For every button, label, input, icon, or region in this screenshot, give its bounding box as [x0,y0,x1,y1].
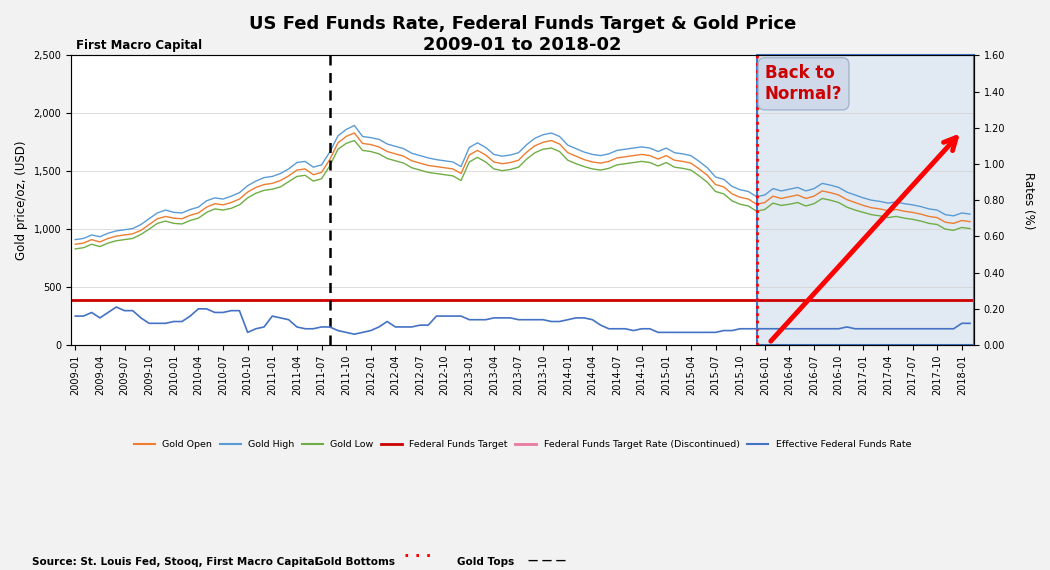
Gold Open [915,211,927,218]
Y-axis label: Gold price/oz, (USD): Gold price/oz, (USD) [15,140,28,260]
Effective Federal Funds Rate [521,316,533,323]
Text: Source: St. Louis Fed, Stooq, First Macro Capital: Source: St. Louis Fed, Stooq, First Macr… [32,557,318,567]
Gold High [964,211,977,218]
Effective Federal Funds Rate [340,329,353,336]
Gold Low [69,246,82,253]
Gold High [348,122,360,129]
Gold Open [348,129,360,136]
Gold Low [487,165,500,172]
Federal Funds Target [77,296,89,303]
Effective Federal Funds Rate [496,315,508,321]
Federal Funds Target [69,296,82,303]
Text: · · ·: · · · [404,549,432,564]
Line: Gold Low: Gold Low [76,141,970,249]
Effective Federal Funds Rate [964,320,977,327]
Gold Low [915,218,927,225]
Gold High [709,174,721,181]
Gold High [69,236,82,243]
Effective Federal Funds Rate [717,327,730,334]
Effective Federal Funds Rate [956,320,968,327]
Gold Open [709,181,721,188]
Gold Low [348,137,360,144]
Line: Effective Federal Funds Rate: Effective Federal Funds Rate [76,307,970,334]
Text: — — —: — — — [528,556,566,566]
Gold Low [332,146,344,153]
Line: Gold High: Gold High [76,125,970,239]
Text: Gold Tops: Gold Tops [457,557,514,567]
Text: Back to
Normal?: Back to Normal? [764,64,842,103]
Gold Open [487,158,500,165]
Gold Low [947,227,960,234]
Gold Open [69,241,82,247]
Y-axis label: Rates (%): Rates (%) [1022,172,1035,229]
Gold High [915,203,927,210]
Gold Low [709,188,721,195]
Effective Federal Funds Rate [923,325,936,332]
Legend: Gold Open, Gold High, Gold Low, Federal Funds Target, Federal Funds Target Rate : Gold Open, Gold High, Gold Low, Federal … [130,437,915,453]
Gold Low [512,164,525,170]
Title: US Fed Funds Rate, Federal Funds Target & Gold Price
2009-01 to 2018-02: US Fed Funds Rate, Federal Funds Target … [249,15,796,54]
Gold Open [964,218,977,225]
Line: Gold Open: Gold Open [76,133,970,244]
Gold Low [964,225,977,232]
Text: Gold Bottoms: Gold Bottoms [315,557,395,567]
Gold Open [332,140,344,146]
Bar [757,55,974,345]
Gold Open [947,220,960,227]
Effective Federal Funds Rate [69,313,82,320]
Gold High [487,151,500,158]
Gold Open [512,157,525,164]
Gold High [512,149,525,156]
Effective Federal Funds Rate [348,331,360,337]
Gold High [947,213,960,219]
Effective Federal Funds Rate [110,304,123,311]
Gold High [332,132,344,139]
Text: First Macro Capital: First Macro Capital [76,39,202,52]
